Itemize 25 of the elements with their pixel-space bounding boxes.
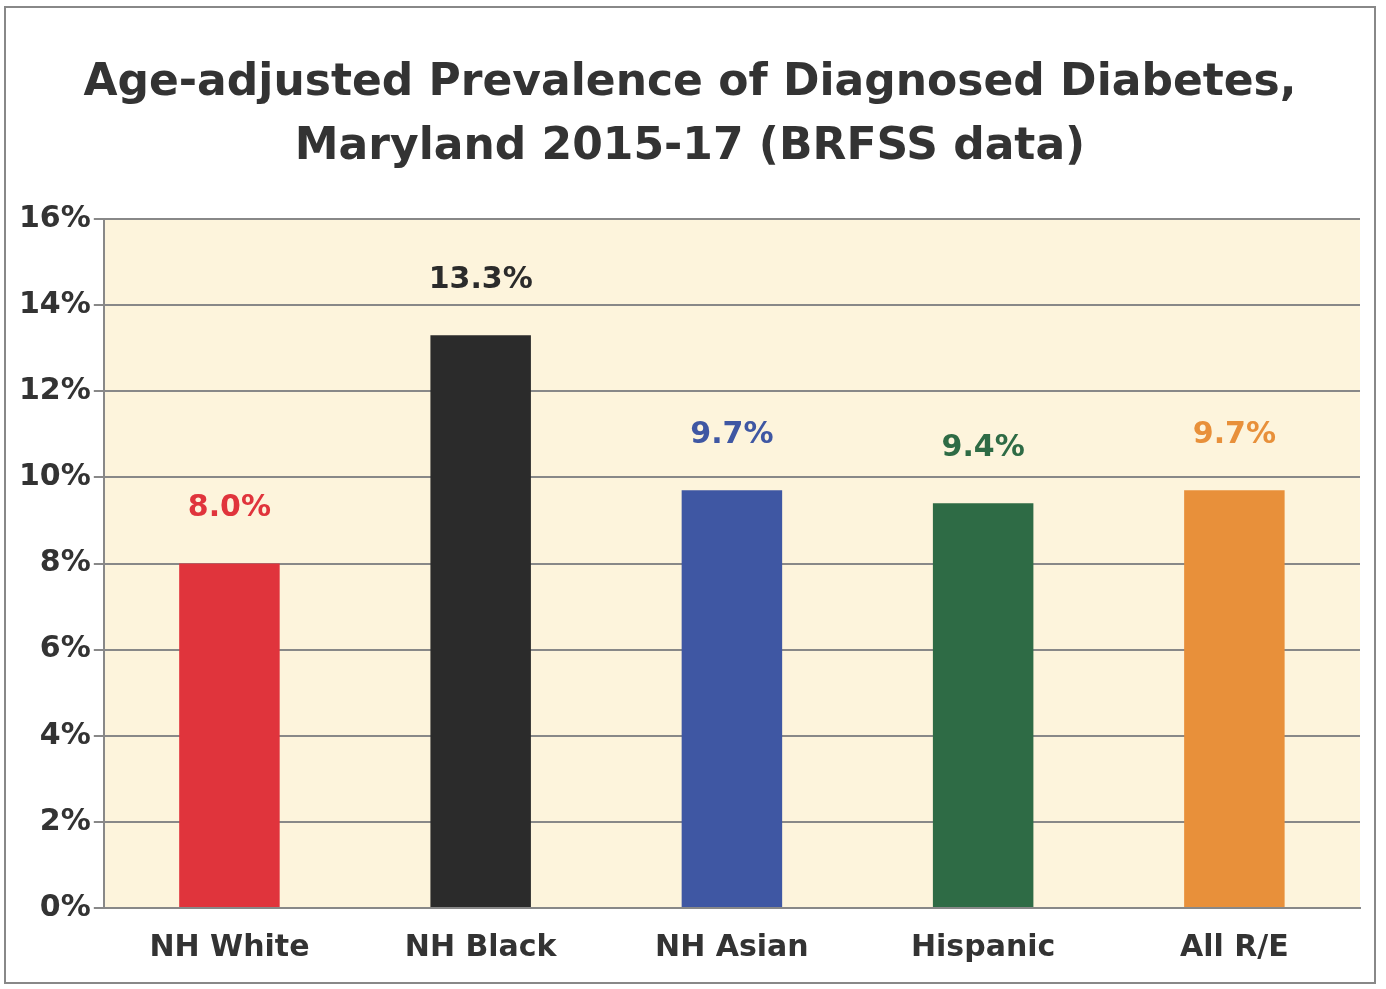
data-label: 9.4%: [941, 428, 1025, 464]
x-tick-label: NH Black: [404, 927, 558, 963]
bar: [430, 335, 531, 907]
bar: [179, 563, 280, 907]
y-tick-label: 2%: [39, 801, 91, 837]
y-tick-label: 10%: [18, 457, 91, 493]
x-tick-label: NH Asian: [655, 927, 809, 963]
y-tick-label: 0%: [39, 887, 91, 923]
y-tick-label: 8%: [39, 543, 91, 579]
x-tick-label: NH White: [149, 927, 310, 963]
y-tick-label: 14%: [18, 284, 91, 320]
chart-title: Age-adjusted Prevalence of Diagnosed Diabetes, Maryland 2015-17 (BRFSS data): [82, 53, 1298, 171]
y-tick-label: 16%: [18, 198, 91, 234]
bar: [1184, 490, 1285, 907]
y-tick-label: 12%: [18, 371, 91, 407]
data-label: 8.0%: [187, 488, 272, 524]
data-label: 9.7%: [1192, 415, 1276, 451]
y-tick-label: 6%: [39, 629, 91, 665]
data-label: 9.7%: [690, 415, 774, 451]
y-tick-label: 4%: [39, 715, 91, 751]
bar: [681, 490, 783, 907]
x-tick-label: All R/E: [1179, 927, 1289, 963]
data-label: 13.3%: [428, 260, 533, 296]
x-tick-label: Hispanic: [910, 927, 1056, 963]
bar: [932, 503, 1034, 907]
